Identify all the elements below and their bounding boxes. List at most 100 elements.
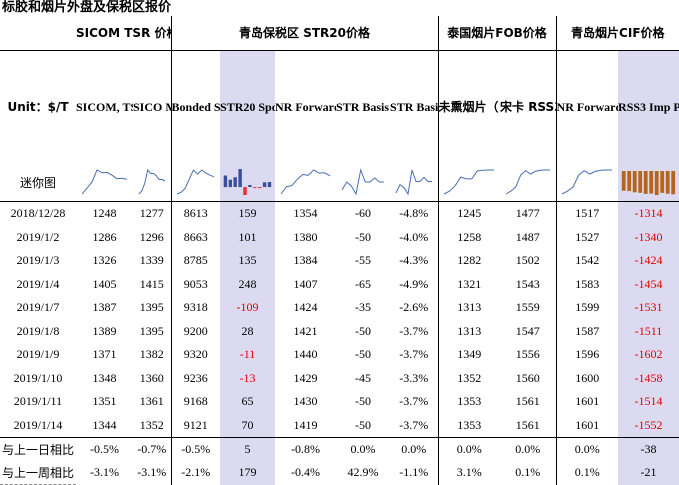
- table-cell: 1559: [515, 300, 540, 315]
- sparkline-7: [395, 169, 432, 196]
- sparkline-line: [177, 169, 215, 195]
- sparkline-bar: [627, 171, 632, 192]
- table-cell: 1527: [555, 225, 619, 249]
- table-cell: 1352: [437, 366, 501, 390]
- table-cell: 248: [220, 272, 276, 296]
- sparkline-line: [395, 169, 432, 196]
- sparkline-bar: [638, 171, 643, 193]
- table-cell: -50: [355, 347, 372, 362]
- table-row: 2019/1/11 1351 1361 9168 65 1430 -50 -3.7% 1353 1…: [0, 390, 679, 414]
- table-row: 2019/1/10 1348 1360 9236 -13 1429 -45 -3.3% 1352…: [0, 366, 679, 390]
- table-cell: 9168: [170, 390, 221, 414]
- table-cell: -2.6%: [399, 300, 429, 315]
- table-cell: 1560: [515, 370, 540, 385]
- table-cell: 1542: [555, 249, 619, 273]
- group-qingdao-bonded: 青岛保税区 STR20价格: [170, 16, 439, 51]
- sparkline-bar: [621, 171, 626, 191]
- table-cell: 1282: [437, 249, 501, 273]
- column-header-1: SICOM, TSR, 1M: [76, 99, 133, 114]
- unit-label: Unit：$/T: [7, 99, 69, 114]
- change-row: 与上一日相比 -0.5% -0.7% -0.5% 5 -0.8% 0.0% 0.0% 0.0% 0…: [0, 437, 679, 461]
- table-cell: 1596: [555, 343, 619, 367]
- change-cell: 3.1%: [437, 461, 501, 485]
- change-cell: -0.5%: [170, 437, 221, 461]
- table-cell: -35: [355, 300, 372, 315]
- sparkline-bar: [223, 175, 228, 188]
- table-cell: -1514: [618, 390, 679, 414]
- table-cell: 9318: [170, 296, 221, 320]
- column-header-2: SICO M,TS R, 2M: [133, 99, 171, 114]
- table-row: 2019/1/7 1387 1395 9318 -109 1424 -35 -2.6% 1313…: [0, 296, 679, 320]
- sparkline-bar: [228, 179, 233, 188]
- table-cell: 101: [220, 225, 276, 249]
- table-cell: 1344: [92, 417, 117, 432]
- table-cell: 28: [220, 319, 276, 343]
- table-cell: 1286: [92, 229, 117, 244]
- sparkline-2: [138, 168, 165, 195]
- column-header-4: STR20 Spot Imp PnL vs CR（元/吨）: [220, 50, 276, 163]
- table-cell: 1258: [437, 225, 501, 249]
- sparkline-bar: [262, 182, 267, 187]
- table-cell: 8613: [170, 201, 221, 226]
- table-cell: -4.8%: [399, 206, 429, 221]
- table-cell: -1458: [618, 366, 679, 390]
- sparkline-10: [562, 169, 613, 195]
- table-cell: 70: [220, 413, 276, 438]
- table-cell: 1517: [555, 201, 619, 226]
- table-cell: 1477: [515, 206, 540, 221]
- group-qingdao-cif: 青岛烟片CIF价格: [555, 16, 679, 51]
- change-cell: -38: [618, 437, 679, 461]
- table-cell: 1361: [139, 394, 164, 409]
- row-date: 2019/1/2: [16, 229, 60, 244]
- table-cell: 1440: [293, 347, 318, 362]
- change-cell: 0.0%: [555, 437, 619, 461]
- change-cell: -21: [618, 461, 679, 485]
- sparkline-bar: [253, 187, 257, 189]
- sparkline-line: [280, 169, 331, 195]
- sparkline-line: [562, 169, 613, 195]
- table-cell: 1561: [515, 394, 540, 409]
- table-cell: -13: [220, 366, 276, 390]
- table-cell: -3.7%: [399, 394, 429, 409]
- table-cell: 1395: [139, 300, 164, 315]
- table-cell: 1296: [139, 229, 164, 244]
- table-cell: 9200: [170, 319, 221, 343]
- table-cell: 1277: [139, 206, 164, 221]
- table-cell: 1353: [437, 390, 501, 414]
- change-label: 与上一周相比: [0, 461, 76, 485]
- sparkline-11: [621, 171, 676, 195]
- table-cell: 1321: [437, 272, 501, 296]
- sparkline-row: 迷你图: [0, 163, 679, 202]
- sparkline-line: [341, 168, 385, 196]
- group-sicom: SICOM TSR 价格: [76, 16, 172, 51]
- table-cell: -60: [355, 206, 372, 221]
- table-cell: -65: [355, 276, 372, 291]
- table-cell: 1371: [92, 347, 117, 362]
- table-cell: 9320: [170, 343, 221, 367]
- table-cell: -1424: [618, 249, 679, 273]
- table-row: 2019/1/4 1405 1415 9053 248 1407 -65 -4.9% 1321 1…: [0, 272, 679, 296]
- table-cell: -1454: [618, 272, 679, 296]
- change-cell: -0.5%: [76, 437, 133, 461]
- table-cell: -1511: [618, 319, 679, 343]
- sparkline-bar: [649, 171, 654, 194]
- table-cell: 1313: [437, 319, 501, 343]
- change-cell: -0.8%: [275, 437, 337, 461]
- table-cell: 1502: [515, 253, 540, 268]
- sparkline-bar: [665, 171, 670, 194]
- row-date: 2019/1/11: [13, 394, 63, 409]
- table-cell: 9053: [170, 272, 221, 296]
- table-cell: -3.7%: [399, 417, 429, 432]
- sparkline-bar: [267, 182, 272, 188]
- table-cell: -11: [220, 343, 276, 367]
- table-cell: -50: [355, 417, 372, 432]
- table-cell: 8785: [170, 249, 221, 273]
- table-cell: 1405: [92, 276, 117, 291]
- sparkline-5: [280, 169, 331, 195]
- sparkline-4: [223, 169, 272, 195]
- row-date: 2019/1/3: [16, 253, 60, 268]
- sparkline-1: [81, 169, 128, 195]
- price-table: SICOM TSR 价格 青岛保税区 STR20价格 泰国烟片FOB价格 青岛烟…: [0, 16, 679, 485]
- change-cell: 0.0%: [390, 437, 439, 461]
- table-cell: 1245: [437, 201, 501, 226]
